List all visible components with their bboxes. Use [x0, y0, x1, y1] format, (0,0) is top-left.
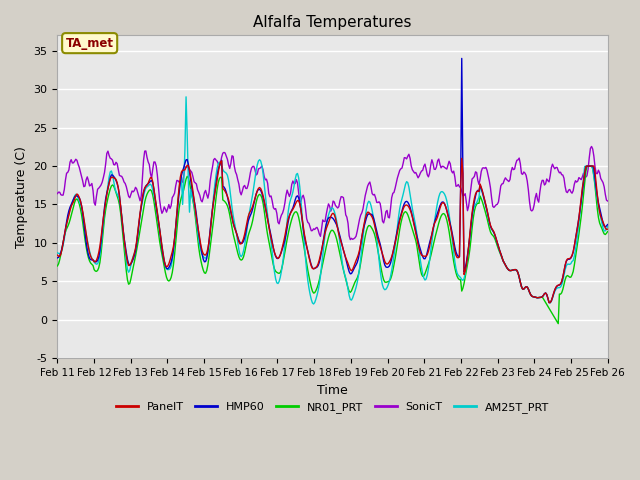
- AM25T_PRT: [460, 276, 468, 282]
- AM25T_PRT: [604, 224, 611, 229]
- Line: SonicT: SonicT: [58, 146, 607, 240]
- SonicT: [459, 193, 467, 199]
- SonicT: [604, 198, 611, 204]
- SonicT: [225, 162, 232, 168]
- PanelT: [458, 156, 465, 161]
- PanelT: [225, 197, 232, 203]
- NR01_PRT: [285, 225, 293, 231]
- PanelT: [556, 282, 563, 288]
- Legend: PanelT, HMP60, NR01_PRT, SonicT, AM25T_PRT: PanelT, HMP60, NR01_PRT, SonicT, AM25T_P…: [111, 397, 554, 417]
- PanelT: [459, 171, 467, 177]
- Line: HMP60: HMP60: [58, 59, 607, 302]
- AM25T_PRT: [226, 185, 234, 191]
- HMP60: [459, 171, 467, 177]
- AM25T_PRT: [182, 94, 190, 100]
- AM25T_PRT: [54, 250, 61, 256]
- SonicT: [389, 191, 397, 196]
- HMP60: [285, 213, 293, 219]
- NR01_PRT: [583, 163, 591, 169]
- Line: NR01_PRT: NR01_PRT: [58, 166, 607, 324]
- SonicT: [54, 191, 61, 196]
- AM25T_PRT: [310, 301, 317, 307]
- Line: AM25T_PRT: AM25T_PRT: [58, 97, 607, 304]
- AM25T_PRT: [390, 252, 398, 258]
- X-axis label: Time: Time: [317, 384, 348, 396]
- HMP60: [225, 199, 232, 205]
- NR01_PRT: [388, 273, 396, 278]
- Text: TA_met: TA_met: [66, 36, 114, 49]
- NR01_PRT: [54, 263, 61, 269]
- Y-axis label: Temperature (C): Temperature (C): [15, 146, 28, 248]
- SonicT: [285, 193, 293, 199]
- NR01_PRT: [362, 233, 369, 239]
- HMP60: [54, 255, 61, 261]
- HMP60: [556, 282, 563, 288]
- SonicT: [363, 188, 371, 194]
- Line: PanelT: PanelT: [58, 158, 607, 302]
- PanelT: [54, 252, 61, 258]
- HMP60: [362, 219, 369, 225]
- PanelT: [388, 254, 396, 260]
- NR01_PRT: [604, 228, 611, 234]
- NR01_PRT: [225, 206, 232, 212]
- PanelT: [545, 300, 553, 305]
- HMP60: [604, 222, 611, 228]
- SonicT: [588, 144, 595, 149]
- PanelT: [362, 216, 369, 221]
- PanelT: [285, 213, 293, 218]
- AM25T_PRT: [364, 201, 371, 206]
- PanelT: [604, 226, 611, 232]
- SonicT: [554, 168, 562, 173]
- HMP60: [547, 300, 554, 305]
- NR01_PRT: [458, 288, 465, 294]
- Title: Alfalfa Temperatures: Alfalfa Temperatures: [253, 15, 412, 30]
- NR01_PRT: [554, 321, 562, 326]
- NR01_PRT: [553, 319, 561, 324]
- AM25T_PRT: [556, 285, 563, 290]
- HMP60: [458, 56, 465, 61]
- AM25T_PRT: [287, 197, 294, 203]
- HMP60: [388, 256, 396, 262]
- SonicT: [346, 237, 354, 242]
